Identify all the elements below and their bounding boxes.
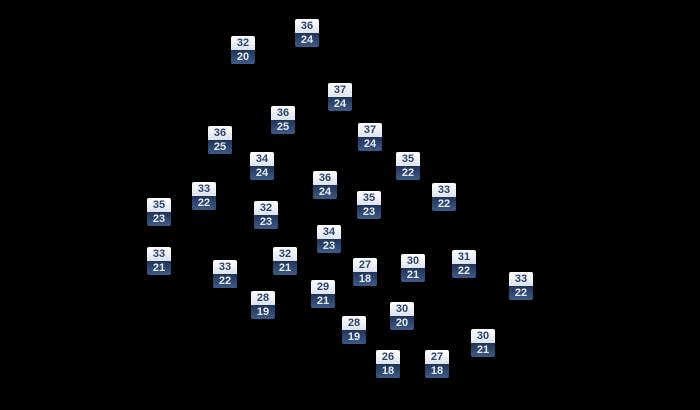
high-temp: 37 — [358, 123, 382, 137]
high-temp: 35 — [396, 152, 420, 166]
high-temp: 32 — [231, 36, 255, 50]
low-temp: 21 — [401, 268, 425, 282]
temp-marker[interactable]: 28 19 — [342, 316, 366, 344]
temp-marker[interactable]: 26 18 — [376, 350, 400, 378]
high-temp: 33 — [213, 260, 237, 274]
temp-marker[interactable]: 27 18 — [425, 350, 449, 378]
high-temp: 33 — [147, 247, 171, 261]
temp-marker[interactable]: 28 19 — [251, 291, 275, 319]
high-temp: 37 — [328, 83, 352, 97]
high-temp: 30 — [401, 254, 425, 268]
temp-marker[interactable]: 35 23 — [357, 191, 381, 219]
high-temp: 31 — [452, 250, 476, 264]
temp-marker[interactable]: 29 21 — [311, 280, 335, 308]
low-temp: 23 — [254, 215, 278, 229]
high-temp: 34 — [317, 225, 341, 239]
temp-marker[interactable]: 32 20 — [231, 36, 255, 64]
low-temp: 21 — [273, 261, 297, 275]
high-temp: 28 — [342, 316, 366, 330]
low-temp: 20 — [231, 50, 255, 64]
temp-marker[interactable]: 33 22 — [213, 260, 237, 288]
low-temp: 18 — [353, 272, 377, 286]
high-temp: 33 — [432, 183, 456, 197]
high-temp: 33 — [509, 272, 533, 286]
low-temp: 20 — [390, 316, 414, 330]
high-temp: 36 — [313, 171, 337, 185]
temp-marker[interactable]: 32 23 — [254, 201, 278, 229]
high-temp: 32 — [254, 201, 278, 215]
temp-marker[interactable]: 33 22 — [509, 272, 533, 300]
high-temp: 30 — [390, 302, 414, 316]
temp-marker[interactable]: 32 21 — [273, 247, 297, 275]
low-temp: 22 — [396, 166, 420, 180]
high-temp: 34 — [250, 152, 274, 166]
temp-marker[interactable]: 27 18 — [353, 258, 377, 286]
temp-marker[interactable]: 30 20 — [390, 302, 414, 330]
low-temp: 22 — [509, 286, 533, 300]
low-temp: 25 — [271, 120, 295, 134]
temp-marker[interactable]: 34 24 — [250, 152, 274, 180]
low-temp: 23 — [317, 239, 341, 253]
high-temp: 35 — [357, 191, 381, 205]
low-temp: 21 — [147, 261, 171, 275]
temp-marker[interactable]: 36 24 — [295, 19, 319, 47]
high-temp: 27 — [353, 258, 377, 272]
high-temp: 29 — [311, 280, 335, 294]
high-temp: 35 — [147, 198, 171, 212]
low-temp: 24 — [328, 97, 352, 111]
temp-marker[interactable]: 33 21 — [147, 247, 171, 275]
low-temp: 25 — [208, 140, 232, 154]
temp-marker[interactable]: 36 24 — [313, 171, 337, 199]
low-temp: 24 — [313, 185, 337, 199]
high-temp: 32 — [273, 247, 297, 261]
low-temp: 22 — [192, 196, 216, 210]
temp-marker[interactable]: 30 21 — [401, 254, 425, 282]
temp-marker[interactable]: 35 22 — [396, 152, 420, 180]
high-temp: 30 — [471, 329, 495, 343]
low-temp: 24 — [295, 33, 319, 47]
low-temp: 21 — [471, 343, 495, 357]
low-temp: 22 — [452, 264, 476, 278]
temp-marker[interactable]: 30 21 — [471, 329, 495, 357]
high-temp: 33 — [192, 182, 216, 196]
temp-marker[interactable]: 37 24 — [328, 83, 352, 111]
high-temp: 26 — [376, 350, 400, 364]
high-temp: 36 — [208, 126, 232, 140]
temp-marker[interactable]: 36 25 — [208, 126, 232, 154]
high-temp: 36 — [295, 19, 319, 33]
high-temp: 27 — [425, 350, 449, 364]
low-temp: 23 — [147, 212, 171, 226]
temp-marker[interactable]: 31 22 — [452, 250, 476, 278]
low-temp: 23 — [357, 205, 381, 219]
low-temp: 18 — [425, 364, 449, 378]
temp-marker[interactable]: 33 22 — [192, 182, 216, 210]
low-temp: 24 — [250, 166, 274, 180]
low-temp: 19 — [251, 305, 275, 319]
low-temp: 19 — [342, 330, 366, 344]
low-temp: 18 — [376, 364, 400, 378]
temp-marker[interactable]: 33 22 — [432, 183, 456, 211]
temp-marker[interactable]: 37 24 — [358, 123, 382, 151]
low-temp: 22 — [213, 274, 237, 288]
temp-marker[interactable]: 36 25 — [271, 106, 295, 134]
low-temp: 22 — [432, 197, 456, 211]
high-temp: 36 — [271, 106, 295, 120]
low-temp: 24 — [358, 137, 382, 151]
high-temp: 28 — [251, 291, 275, 305]
temp-marker[interactable]: 35 23 — [147, 198, 171, 226]
temp-marker[interactable]: 34 23 — [317, 225, 341, 253]
low-temp: 21 — [311, 294, 335, 308]
